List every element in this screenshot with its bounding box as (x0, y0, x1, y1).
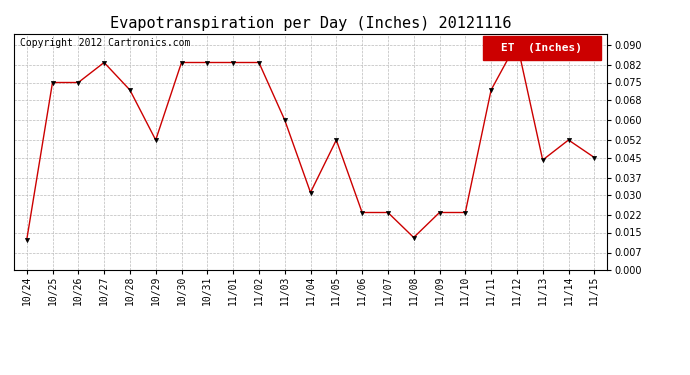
Text: Copyright 2012 Cartronics.com: Copyright 2012 Cartronics.com (20, 39, 190, 48)
FancyBboxPatch shape (482, 36, 601, 60)
Text: ET  (Inches): ET (Inches) (502, 43, 582, 53)
Title: Evapotranspiration per Day (Inches) 20121116: Evapotranspiration per Day (Inches) 2012… (110, 16, 511, 31)
